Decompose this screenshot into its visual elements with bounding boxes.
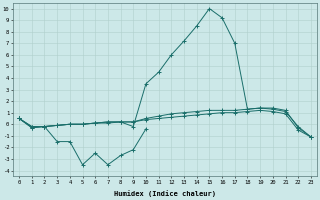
X-axis label: Humidex (Indice chaleur): Humidex (Indice chaleur) xyxy=(114,190,216,197)
